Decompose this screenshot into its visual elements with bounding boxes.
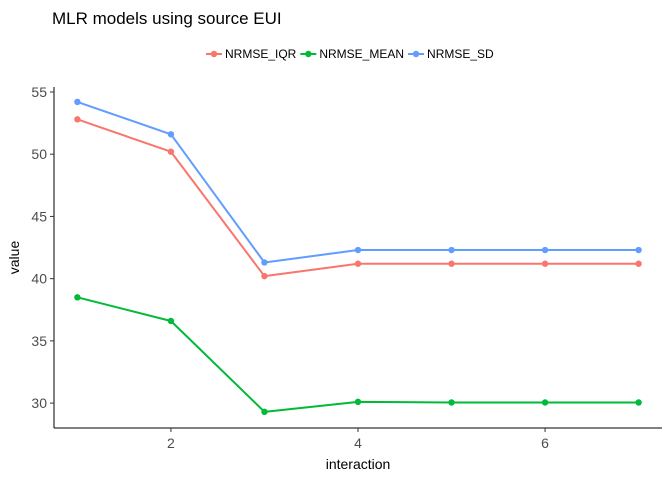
x-axis-title: interaction	[326, 456, 391, 472]
data-point	[354, 260, 362, 267]
legend-label: NRMSE_MEAN	[319, 47, 404, 61]
x-tick-label: 6	[541, 435, 549, 451]
data-point	[448, 246, 455, 254]
data-point	[448, 399, 455, 406]
data-point	[261, 272, 268, 280]
axes	[53, 87, 662, 429]
y-tick-label: 50	[31, 146, 47, 162]
y-tick-label: 55	[31, 84, 47, 100]
legend: NRMSE_IQR NRMSE_MEAN NRMSE_SD	[206, 47, 494, 61]
series-line	[77, 296, 639, 413]
legend-key-point	[412, 50, 420, 58]
series-nrmse-iqr	[74, 116, 642, 280]
series-layer	[74, 98, 642, 416]
y-tick-label: 30	[31, 395, 47, 411]
series-line	[77, 100, 639, 264]
legend-item: NRMSE_SD	[408, 47, 494, 61]
data-point	[635, 246, 642, 254]
chart-title: MLR models using source EUI	[52, 9, 282, 28]
data-point	[635, 260, 642, 267]
data-point	[74, 294, 81, 301]
legend-key-point	[305, 50, 312, 58]
data-point	[354, 246, 362, 254]
legend-label: NRMSE_SD	[427, 47, 494, 61]
data-point	[541, 399, 549, 406]
y-tick-label: 40	[31, 271, 47, 287]
data-point	[167, 317, 175, 325]
x-tick-label: 4	[354, 435, 362, 451]
data-point	[261, 259, 268, 266]
y-axis-title: value	[6, 241, 22, 275]
data-point	[167, 148, 175, 155]
series-nrmse-sd	[74, 98, 642, 266]
legend-label: NRMSE_IQR	[225, 47, 297, 61]
data-point	[261, 408, 268, 416]
y-tick-label: 35	[31, 333, 47, 349]
series-nrmse-mean	[74, 294, 642, 416]
y-tick-label: 45	[31, 208, 47, 224]
data-point	[74, 98, 81, 106]
data-point	[167, 131, 175, 138]
data-point	[74, 116, 81, 123]
data-point	[354, 398, 362, 406]
x-ticks: 2 4 6	[167, 428, 549, 451]
legend-item: NRMSE_IQR	[206, 47, 297, 61]
legend-item: NRMSE_MEAN	[300, 47, 404, 61]
legend-key-point	[210, 50, 218, 58]
data-point	[541, 246, 549, 254]
data-point	[448, 260, 455, 267]
y-ticks: 30 35 40 45 50 55	[31, 84, 54, 411]
x-tick-label: 2	[167, 435, 175, 451]
data-point	[635, 399, 642, 406]
data-point	[541, 260, 549, 267]
